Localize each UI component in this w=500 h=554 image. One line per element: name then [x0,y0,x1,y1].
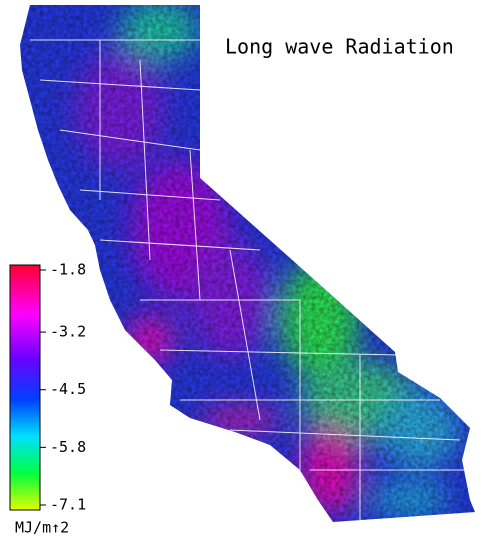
colorbar-tick-label: -5.8 [50,438,86,456]
colorbar-unit: MJ/m↑2 [15,519,69,537]
colorbar-tick-label: -7.1 [50,496,86,514]
colorbar [9,264,41,511]
colorbar-tick-label: -4.5 [50,380,86,398]
colorbar-tick-label: -1.8 [50,261,86,279]
colorbar-tick-label: -3.2 [50,323,86,341]
map-title: Long wave Radiation [225,35,454,59]
